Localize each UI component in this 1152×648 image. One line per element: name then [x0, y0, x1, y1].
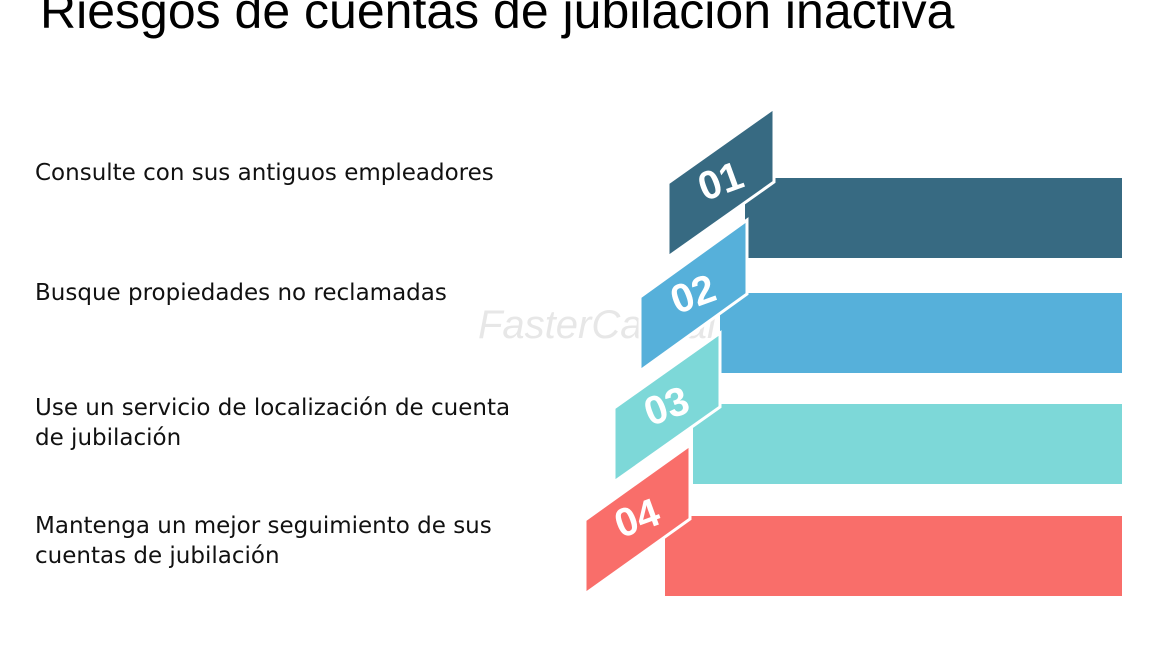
number-tab — [638, 217, 749, 374]
item-line: cuentas de jubilación — [35, 543, 280, 569]
item-line: Use un servicio de localización de cuent… — [35, 395, 511, 421]
item-text: Mantenga un mejor seguimiento de sus cuen… — [35, 511, 492, 571]
item-line: Mantenga un mejor seguimiento de sus — [35, 513, 492, 539]
bar — [720, 293, 1122, 373]
item-line: Busque propiedades no reclamadas — [35, 280, 447, 306]
item-line: de jubilación — [35, 425, 182, 451]
item-text: Consulte con sus antiguos empleadores — [35, 158, 494, 188]
item-text: Use un servicio de localización de cuent… — [35, 393, 510, 453]
bar — [693, 404, 1122, 484]
bar — [665, 516, 1122, 596]
number-tab — [583, 442, 692, 597]
item-text: Busque propiedades no reclamadas — [35, 278, 447, 308]
item-line: Consulte con sus antiguos empleadores — [35, 160, 494, 186]
number-tab — [666, 105, 776, 260]
title: Riesgos de cuentas de jubilación inactiv… — [40, 0, 955, 39]
number-tab — [612, 330, 722, 485]
bar — [745, 178, 1122, 258]
